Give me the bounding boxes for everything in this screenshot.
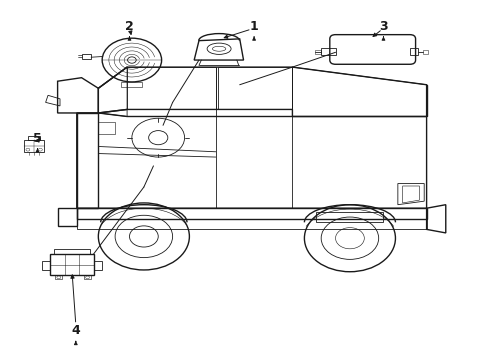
Text: 2: 2	[125, 20, 134, 33]
Text: 1: 1	[249, 20, 258, 33]
Text: 3: 3	[378, 20, 387, 33]
Text: 4: 4	[71, 324, 80, 337]
Text: 5: 5	[33, 132, 42, 145]
